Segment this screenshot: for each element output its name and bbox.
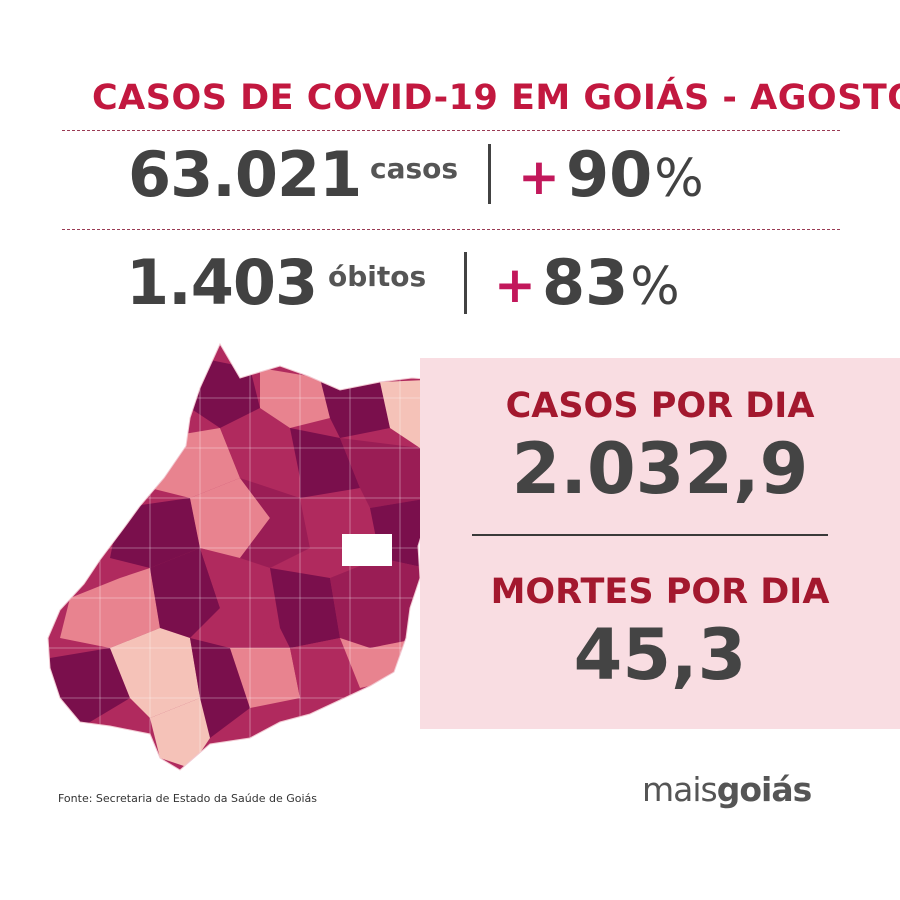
- divider-top: [62, 130, 840, 131]
- cases-stat: 63.021 casos + 90%: [128, 138, 768, 218]
- goias-choropleth-map: [47, 342, 477, 771]
- source-note: Fonte: Secretaria de Estado da Saúde de …: [58, 792, 318, 805]
- divider-middle: [62, 229, 840, 230]
- daily-averages-panel: CASOS POR DIA 2.032,9 MORTES POR DIA 45,…: [420, 358, 900, 729]
- deaths-stat: 1.403 óbitos + 83%: [126, 246, 766, 326]
- deaths-plus-icon: +: [494, 256, 536, 314]
- panel-divider: [472, 534, 828, 536]
- deaths-value: 1.403: [126, 246, 318, 319]
- cases-separator: [488, 144, 491, 204]
- brand-logo: maisgoiás: [642, 770, 812, 809]
- deaths-unit: óbitos: [328, 260, 427, 293]
- cases-value: 63.021: [128, 138, 362, 211]
- cases-plus-icon: +: [518, 148, 560, 206]
- deaths-per-day-value: 45,3: [573, 614, 747, 696]
- deaths-percent: 83%: [542, 246, 680, 319]
- page-title: CASOS DE COVID-19 EM GOIÁS - AGOSTO: [92, 78, 900, 118]
- federal-district-gap: [342, 534, 392, 566]
- deaths-separator: [464, 252, 467, 314]
- deaths-per-day-label: MORTES POR DIA: [490, 572, 830, 612]
- cases-per-day-value: 2.032,9: [511, 428, 809, 510]
- cases-per-day-label: CASOS POR DIA: [505, 386, 815, 426]
- cases-unit: casos: [370, 152, 459, 185]
- cases-percent: 90%: [566, 138, 704, 211]
